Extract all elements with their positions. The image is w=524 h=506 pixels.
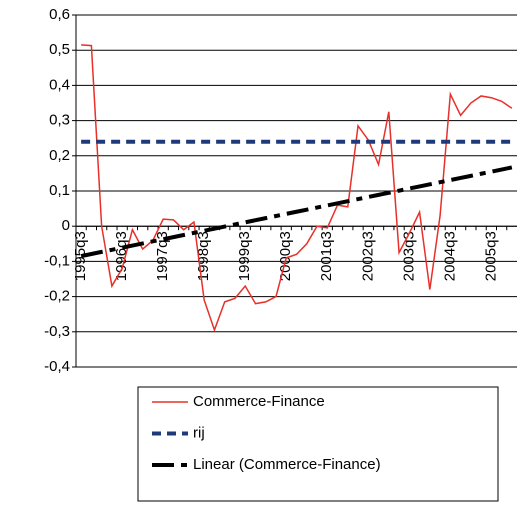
series-line — [81, 44, 513, 333]
x-tick-label: 1996q3 — [113, 231, 130, 281]
x-tick-label: 1995q3 — [72, 231, 89, 281]
x-tick-label: 2003q3 — [400, 231, 417, 281]
y-tick-label: 0,2 — [49, 147, 70, 164]
y-tick-label: -0,4 — [44, 358, 70, 375]
y-tick-label: 0,5 — [49, 41, 70, 58]
x-tick-label: 2005q3 — [482, 231, 499, 281]
y-tick-label: -0,2 — [44, 288, 70, 305]
x-tick-label: 2001q3 — [318, 231, 335, 281]
y-tick-label: 0 — [62, 217, 70, 234]
legend-box — [137, 386, 499, 502]
x-tick-label: 2000q3 — [277, 231, 294, 281]
legend-label: Commerce-Finance — [193, 393, 325, 410]
y-tick-label: 0,4 — [49, 76, 70, 93]
x-tick-label: 1997q3 — [154, 231, 171, 281]
legend-label: Linear (Commerce-Finance) — [193, 456, 381, 473]
legend-label: rij — [193, 424, 205, 441]
y-tick-label: 0,6 — [49, 6, 70, 23]
x-tick-label: 2004q3 — [441, 231, 458, 281]
x-tick-label: 1999q3 — [236, 231, 253, 281]
x-tick-label: 2002q3 — [359, 231, 376, 281]
y-tick-label: 0,3 — [49, 112, 70, 129]
y-tick-label: -0,1 — [44, 252, 70, 269]
y-tick-label: 0,1 — [49, 182, 70, 199]
series-line — [80, 165, 513, 259]
y-tick-label: -0,3 — [44, 323, 70, 340]
